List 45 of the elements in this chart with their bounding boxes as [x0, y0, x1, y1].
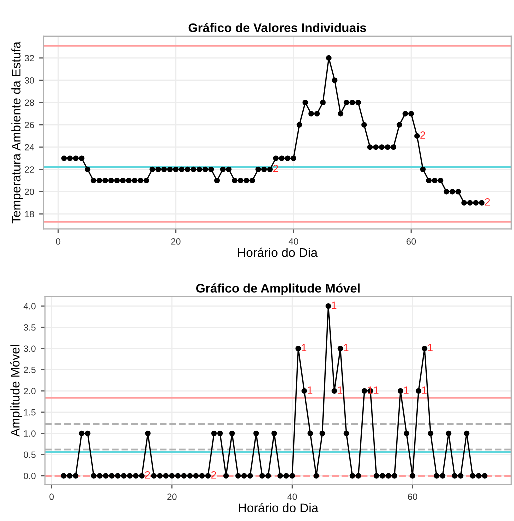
- y-tick-label: 0.0: [24, 473, 36, 480]
- y-tick-label: 4.0: [24, 303, 36, 310]
- y-tick-label: 28: [25, 100, 34, 106]
- y-axis-title: Temperatura Ambiente da Estufa: [12, 42, 24, 224]
- chart-title: Gráfico de Valores Individuais: [188, 23, 366, 32]
- y-tick-label: 3.5: [24, 324, 36, 331]
- annotation: 1: [332, 302, 337, 309]
- x-tick-label: 20: [172, 238, 181, 245]
- annotation: 2: [145, 471, 150, 479]
- annotation: 1: [404, 386, 409, 394]
- y-tick-label: 2.0: [24, 388, 36, 395]
- annotation: 1: [368, 386, 373, 394]
- y-tick-label: 32: [24, 55, 34, 62]
- x-tick-label: 60: [406, 238, 416, 245]
- y-tick-label: 1.0: [24, 430, 36, 437]
- y-tick-label: 1.5: [24, 409, 36, 416]
- y-axis-title: Amplitude Móvel: [10, 345, 22, 437]
- annotation: 1: [308, 386, 313, 394]
- x-axis-title: Horário do Dia: [239, 503, 319, 513]
- annotation: 1: [422, 386, 427, 394]
- y-tick-label: 22: [25, 166, 34, 173]
- annotation: 1: [338, 386, 343, 394]
- annotation: 2: [212, 471, 216, 479]
- x-tick-label: 60: [408, 494, 418, 500]
- annotation: 2: [485, 198, 490, 206]
- y-tick-label: 2.5: [24, 366, 36, 374]
- y-tick-label: 30: [24, 77, 34, 84]
- x-tick-label: 20: [168, 494, 177, 500]
- annotation: 1: [302, 344, 307, 352]
- x-tick-label: 0: [50, 494, 54, 500]
- y-tick-label: 26: [25, 122, 34, 128]
- y-tick-label: 0.5: [24, 452, 36, 458]
- x-axis-title: Horário do Dia: [238, 248, 318, 258]
- x-tick-label: 40: [288, 238, 298, 245]
- x-tick-label: 0: [56, 238, 61, 245]
- y-tick-label: 3.0: [24, 346, 36, 352]
- y-tick-label: 18: [25, 211, 34, 218]
- annotation: 1: [374, 386, 379, 394]
- y-tick-label: 20: [25, 188, 34, 196]
- annotation: 1: [428, 344, 433, 352]
- annotation: 1: [344, 344, 349, 352]
- chart-title: Gráfico de Amplitude Móvel: [196, 284, 360, 296]
- annotation: 2: [420, 132, 426, 139]
- y-tick-label: 24: [25, 144, 34, 151]
- x-tick-label: 40: [288, 494, 298, 500]
